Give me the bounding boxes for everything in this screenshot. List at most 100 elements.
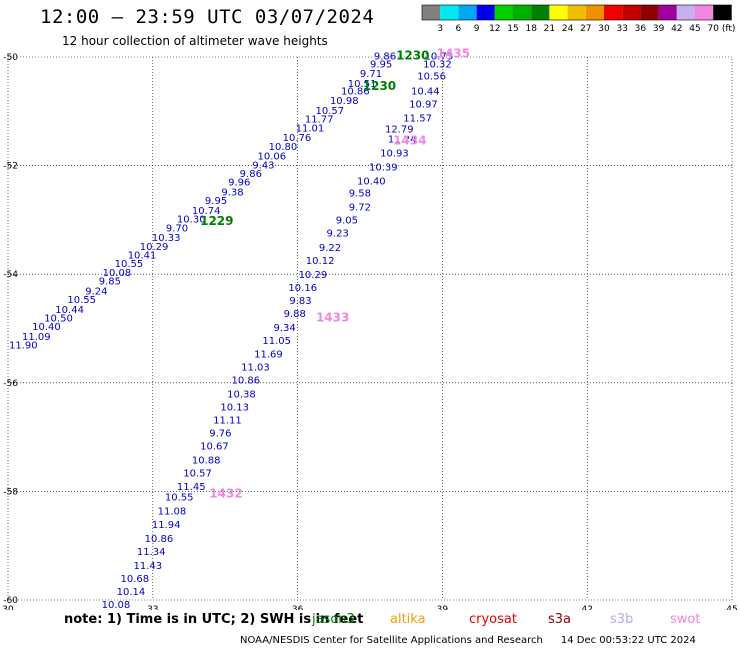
legend-note: note: 1) Time is in UTC; 2) SWH is in fe…	[64, 612, 364, 627]
wave-height-value: 10.76	[283, 133, 312, 144]
pass-time-label: 1433	[316, 310, 349, 324]
wave-height-value: 10.51	[348, 79, 377, 90]
pass-time-label: 1435	[437, 47, 470, 61]
wave-height-value: 11.05	[262, 336, 291, 347]
wave-height-value: 10.30	[177, 215, 206, 226]
lon-tick: 30	[2, 605, 14, 610]
wave-height-value: 9.71	[360, 69, 382, 80]
wave-height-value: 10.68	[120, 574, 149, 585]
wave-height-value: 9.86	[240, 169, 262, 180]
colorbar-label: 3	[437, 24, 443, 34]
colorbar-label: 18	[525, 24, 537, 34]
wave-height-value: 10.57	[315, 106, 344, 117]
colorbar-label: 27	[580, 24, 591, 34]
colorbar-swatch	[713, 5, 732, 20]
wave-height-value: 10.97	[409, 99, 438, 110]
wave-height-value: 10.86	[341, 86, 370, 97]
colorbar-label: 21	[544, 24, 555, 34]
pass-time-label: 1229	[200, 214, 233, 228]
colorbar-swatch	[513, 5, 532, 20]
wave-height-value: 9.83	[289, 296, 311, 307]
lon-tick: 33	[147, 605, 158, 610]
satellite-cryosat: cryosat	[469, 612, 517, 627]
wave-height-value: 9.24	[85, 286, 107, 297]
wave-height-value: 10.55	[67, 295, 96, 306]
colorbar-swatch	[658, 5, 677, 20]
wave-height-value: 10.38	[227, 389, 256, 400]
wave-height-value: 10.74	[192, 206, 221, 217]
lat-tick: -54	[3, 270, 18, 280]
wave-height-value: 10.16	[288, 283, 317, 294]
pass-time-label: 1432	[209, 486, 242, 500]
lon-tick: 42	[581, 605, 592, 610]
colorbar-swatch	[531, 5, 550, 20]
map-subtitle: 12 hour collection of altimeter wave hei…	[62, 34, 328, 48]
wave-height-value: 11.24	[388, 134, 417, 145]
colorbar-swatch	[695, 5, 714, 20]
satellite-s3b: s3b	[610, 612, 634, 627]
wave-height-value: 11.77	[305, 115, 334, 126]
wave-height-value: 11.43	[133, 561, 162, 572]
colorbar-swatch	[622, 5, 641, 20]
satellite-altika: altika	[390, 612, 426, 627]
wave-height-value: 9.05	[336, 216, 358, 227]
colorbar-swatch	[422, 5, 441, 20]
colorbar-label: 36	[635, 24, 647, 34]
wave-height-value: 10.93	[380, 148, 409, 159]
wave-height-value: 10.98	[330, 96, 359, 107]
wave-height-value: 11.90	[9, 341, 38, 352]
footer-credit: NOAA/NESDIS Center for Satellite Applica…	[240, 635, 543, 646]
wave-height-value: 10.12	[306, 256, 335, 267]
map-frame	[7, 56, 733, 601]
wave-height-value: 12.79	[385, 124, 414, 135]
wave-height-value: 11.45	[177, 482, 206, 493]
wave-height-value: 10.80	[269, 142, 298, 153]
wave-height-value: 10.41	[128, 250, 157, 261]
wave-height-value: 10.88	[192, 456, 221, 467]
wave-height-value: 10.55	[165, 493, 194, 504]
lon-tick: 36	[292, 605, 304, 610]
wave-height-value: 10.50	[44, 313, 73, 324]
wave-height-value: 10.32	[423, 59, 452, 70]
colorbar-swatch	[640, 5, 659, 20]
wave-height-value: 10.40	[32, 322, 61, 333]
colorbar-label: 15	[507, 24, 518, 34]
observations: 9.869.959.7110.5110.8610.9810.5711.7711.…	[9, 52, 453, 610]
wave-height-value: 9.88	[284, 309, 306, 320]
colorbar-label: 33	[616, 24, 627, 34]
wave-height-value: 10.40	[357, 177, 386, 188]
colorbar-swatch	[567, 5, 586, 20]
wave-height-value: 9.95	[370, 59, 392, 70]
satellite-s3a: s3a	[548, 612, 572, 627]
wave-height-value: 9.96	[228, 178, 250, 189]
lon-tick: 45	[726, 605, 737, 610]
wave-height-value: 9.23	[327, 229, 349, 240]
satellite-jason3: jason3	[312, 612, 355, 627]
wave-height-value: 9.95	[205, 196, 227, 207]
lat-tick: -50	[3, 53, 18, 63]
wave-height-value: 9.58	[349, 189, 371, 200]
wave-height-value: 10.33	[152, 233, 181, 244]
colorbar-label: 24	[562, 24, 574, 34]
colorbar-label: 6	[456, 24, 462, 34]
wave-height-value: 10.86	[231, 375, 260, 386]
wave-height-value: 10.13	[220, 402, 249, 413]
time-labels: 1230 1435 1230 1434 1229 1433 1432	[200, 47, 470, 501]
wave-height-value: 11.34	[137, 547, 166, 558]
wave-height-value: 9.70	[166, 223, 188, 234]
wave-height-value: 11.94	[152, 520, 181, 531]
colorbar-swatch	[494, 5, 513, 20]
wave-height-value: 10.44	[411, 86, 440, 97]
lat-tick: -56	[3, 379, 18, 389]
pass-time-label: 1434	[393, 133, 426, 147]
colorbar-swatch	[585, 5, 604, 20]
wave-height-value: 9.86	[374, 52, 396, 63]
colorbar-label: 9	[474, 24, 480, 34]
colorbar-unit: (ft)	[722, 24, 736, 34]
lat-tick: -52	[3, 162, 18, 172]
wave-height-value: 10.56	[417, 71, 446, 82]
wave-height-value: 9.72	[349, 203, 371, 214]
colorbar-swatch	[458, 5, 477, 20]
lat-tick: -58	[3, 487, 18, 497]
lat-tick: -60	[3, 596, 18, 606]
